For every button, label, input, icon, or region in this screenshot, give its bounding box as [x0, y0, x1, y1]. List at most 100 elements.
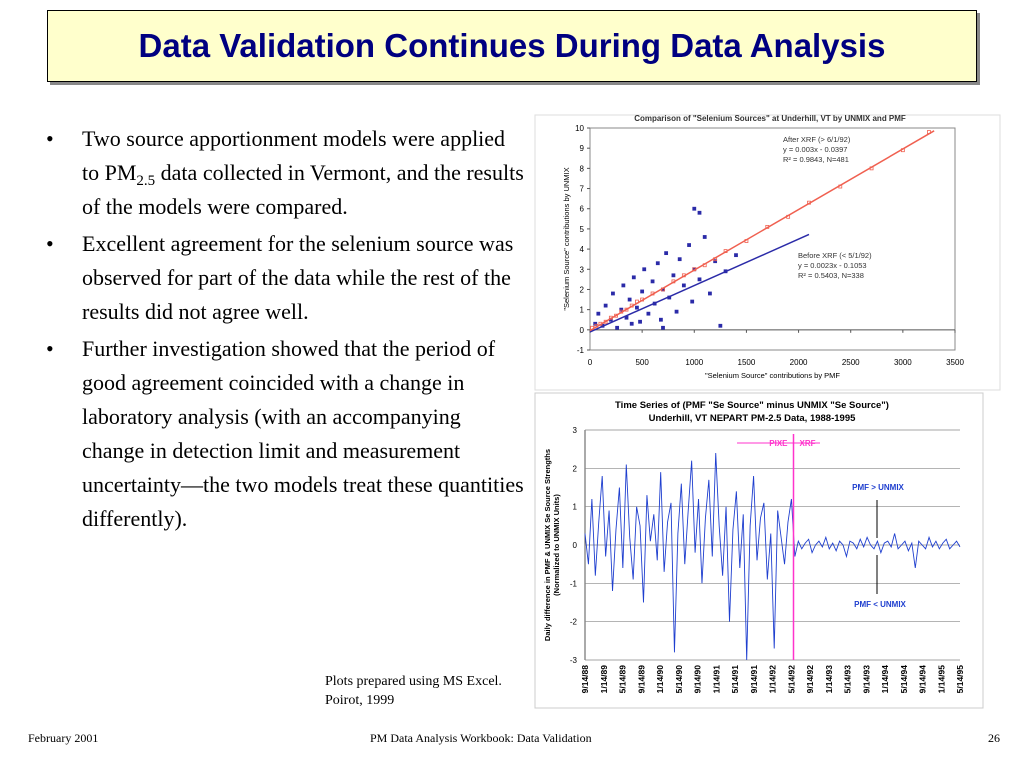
bullet: Further investigation showed that the pe…: [46, 332, 526, 536]
footer-right: 26: [988, 731, 1000, 745]
x-tick-label: 1/14/95: [936, 665, 946, 694]
annotation: PMF > UNMIX: [852, 483, 904, 492]
slide-title: Data Validation Continues During Data An…: [47, 10, 977, 82]
x-tick-label: 1/14/90: [655, 665, 665, 694]
y-tick-label: 9: [580, 144, 585, 153]
point: [713, 259, 718, 264]
y-tick-label: 8: [580, 164, 585, 173]
y-tick-label: 0: [580, 326, 585, 335]
y-tick-label: 3: [573, 426, 578, 435]
bullet-text: Excellent agreement for the selenium sou…: [82, 231, 514, 324]
point: [664, 251, 669, 256]
point: [619, 307, 624, 312]
plot-area: [589, 127, 956, 351]
bullet: Two source apportionment models were app…: [46, 122, 526, 224]
x-tick-label: 9/14/93: [861, 665, 871, 694]
x-tick-label: 1500: [738, 358, 756, 367]
y-tick-label: 5: [580, 225, 585, 234]
annotation: R² = 0.9843, N=481: [783, 155, 849, 164]
point: [603, 303, 608, 308]
note: Poirot, 1999: [325, 693, 395, 708]
x-tick-label: 5/14/93: [843, 665, 853, 694]
x-tick-label: 2000: [790, 358, 808, 367]
x-tick-label: 9/14/91: [749, 665, 759, 694]
line: [584, 452, 961, 661]
point: [671, 273, 676, 278]
y-tick-label: -3: [570, 656, 578, 665]
point: [650, 279, 655, 284]
x-tick-label: 1/14/89: [599, 665, 609, 694]
chart-title: Time Series of (PMF "Se Source" minus UN…: [615, 400, 889, 411]
annotation: After XRF (> 6/1/92): [783, 135, 851, 144]
point: [734, 253, 738, 258]
y-axis-label: Daily difference in PMF & UNMIX Se Sourc…: [543, 449, 552, 641]
bullet-text: Further investigation showed that the pe…: [82, 336, 524, 531]
point: [681, 283, 686, 288]
bullet: Excellent agreement for the selenium sou…: [46, 227, 526, 329]
x-tick-label: 1/14/94: [880, 665, 890, 694]
x-tick-label: 5/14/92: [786, 665, 796, 694]
point: [596, 311, 601, 316]
annotation: Before XRF (< 5/1/92): [798, 251, 872, 260]
point: [615, 325, 620, 330]
footer-left: February 2001: [28, 731, 99, 745]
point: [687, 243, 691, 247]
trend-line: [589, 130, 935, 332]
point: [640, 289, 645, 294]
x-tick-label: 0: [588, 358, 593, 367]
point: [697, 210, 702, 215]
point: [690, 299, 695, 304]
x-tick-label: 5/14/94: [899, 665, 909, 694]
point: [718, 323, 723, 328]
x-tick-label: 1/14/91: [711, 665, 721, 694]
point: [677, 257, 682, 262]
point: [692, 206, 697, 211]
x-axis-label: "Selenium Source" contributions by PMF: [705, 371, 840, 380]
annotation: R² = 0.5403, N=338: [798, 271, 864, 280]
y-tick-label: -1: [570, 579, 578, 588]
y-tick-label: 6: [580, 205, 585, 214]
chart-title: Underhill, VT NEPART PM-2.5 Data, 1988-1…: [649, 413, 856, 424]
point: [708, 291, 712, 296]
point: [635, 305, 639, 310]
point: [631, 275, 636, 280]
point: [661, 325, 665, 330]
x-tick-label: 5/14/95: [955, 665, 965, 694]
x-tick-label: 5/14/91: [730, 665, 740, 694]
y-tick-label: 10: [575, 124, 584, 133]
y-tick-label: 3: [580, 265, 585, 274]
y-tick-label: 2: [573, 464, 578, 473]
x-tick-label: 1000: [685, 358, 703, 367]
y-tick-label: 2: [580, 285, 585, 294]
y-tick-label: 1: [573, 503, 578, 512]
point: [655, 261, 660, 266]
point: [674, 309, 679, 314]
bullet-text: Two source apportionment models were app…: [82, 126, 506, 185]
y-axis-label: (Normalized to UNMIX Units): [552, 494, 561, 596]
bullet-text: data collected in Vermont, and the resul…: [82, 160, 524, 219]
y-tick-label: 0: [573, 541, 578, 550]
note: Plots prepared using MS Excel.: [325, 674, 502, 689]
bullet-list: Two source apportionment models were app…: [46, 122, 526, 539]
x-tick-label: 9/14/89: [636, 665, 646, 694]
point: [627, 297, 632, 302]
annotation: y = 0.003x - 0.0397: [783, 145, 847, 154]
trend-line: [589, 233, 810, 333]
x-tick-label: 9/14/90: [693, 665, 703, 694]
point: [638, 319, 642, 324]
x-tick-label: 5/14/90: [674, 665, 684, 694]
point: [629, 321, 634, 326]
point: [611, 291, 615, 296]
point: [646, 311, 651, 316]
subscript: 2.5: [136, 173, 156, 189]
x-tick-label: 500: [635, 358, 649, 367]
annotation: PMF < UNMIX: [854, 600, 906, 609]
y-axis-label: "Selenium Source" contributions by UNMIX: [562, 167, 571, 310]
y-tick-label: 7: [580, 185, 585, 194]
point: [642, 267, 647, 272]
y-tick-label: -1: [577, 346, 585, 355]
x-tick-label: 9/14/88: [580, 665, 590, 694]
annotation: y = 0.0023x - 0.1053: [798, 261, 867, 270]
chart-title: Comparison of "Selenium Sources" at Unde…: [634, 114, 906, 123]
